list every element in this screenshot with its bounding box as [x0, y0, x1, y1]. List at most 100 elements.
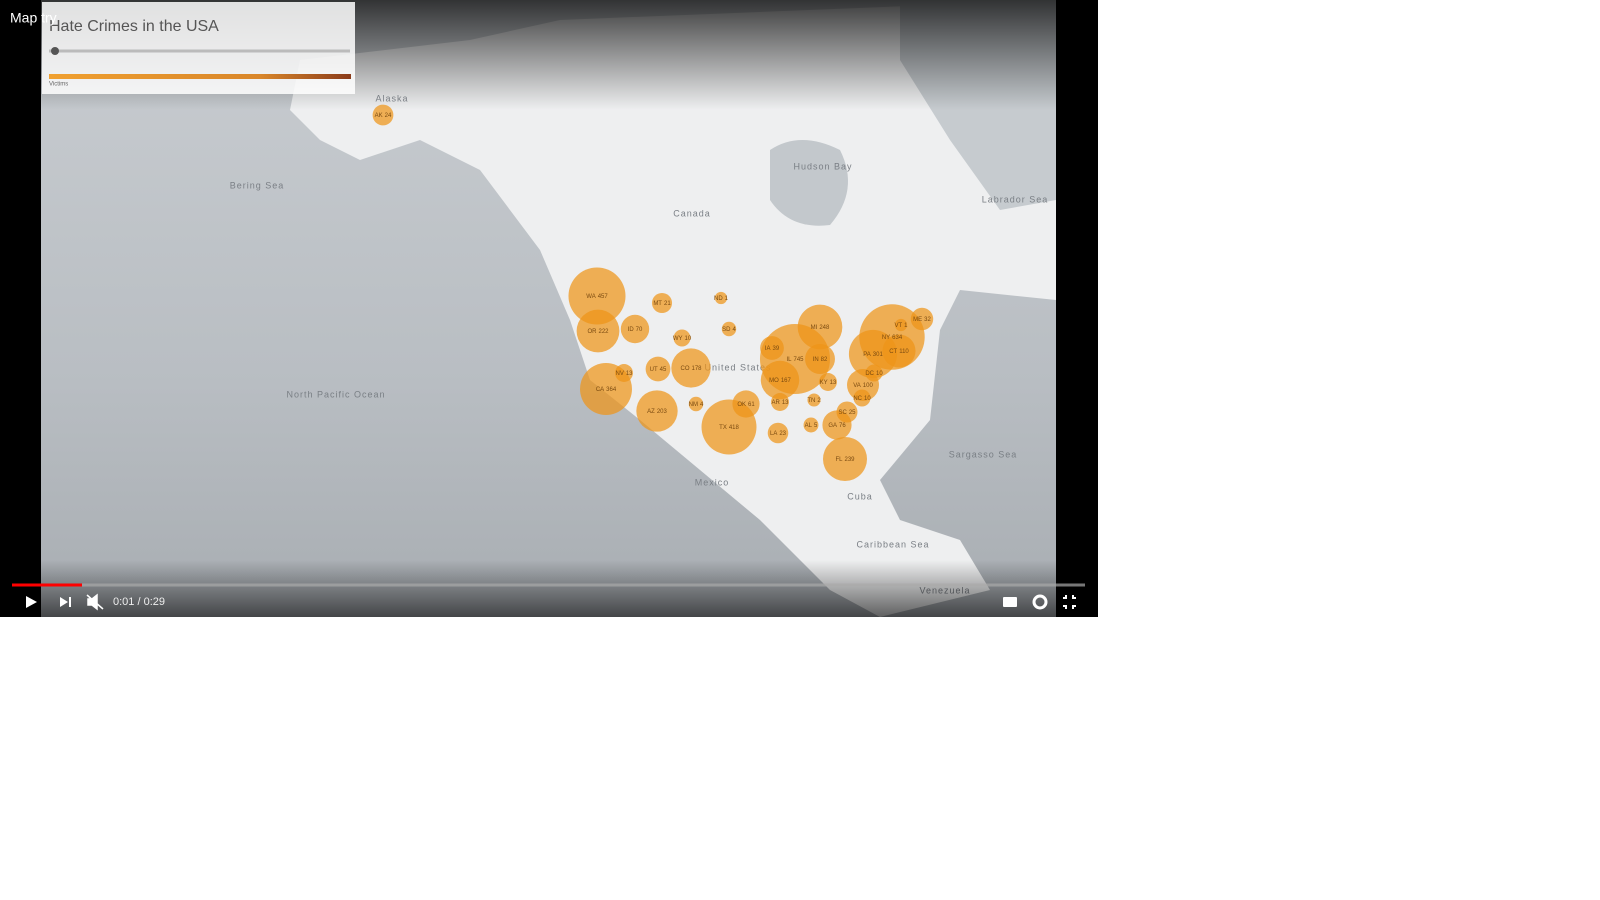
map-title: Hate Crimes in the USA: [49, 18, 219, 35]
victim-count: 39: [772, 346, 779, 352]
bubble: [760, 360, 800, 400]
place-labels: Bering Sea North Pacific Ocean Hudson Bay C…: [230, 93, 1049, 595]
state-code: SC: [838, 410, 847, 416]
state-code: WY: [673, 336, 683, 342]
state-code: AK: [375, 113, 383, 119]
bubble-label: AR 13: [771, 400, 789, 406]
bubble-label: NY 634: [882, 335, 903, 341]
bubble: [797, 304, 843, 350]
state-code: VT: [894, 323, 902, 329]
bubble-label: SC 25: [838, 410, 856, 416]
victim-count: 178: [691, 366, 702, 372]
victim-count: 70: [636, 327, 643, 333]
bubble-label: AL 5: [805, 423, 818, 429]
victim-count: 4: [733, 327, 737, 333]
state-code: NY: [882, 335, 890, 341]
play-button[interactable]: [26, 596, 37, 608]
bubble: [803, 417, 819, 433]
state-code: AZ: [647, 409, 655, 415]
state-code: VA: [853, 383, 861, 389]
bubble: [671, 348, 711, 388]
bubble-label: TX 418: [719, 425, 739, 431]
visual-panel: [42, 2, 355, 94]
state-code: GA: [828, 423, 837, 429]
bubble-label: CA 364: [596, 387, 617, 393]
bubble-label: TN 2: [807, 398, 821, 404]
bubble-label: MO 167: [769, 378, 791, 384]
state-code: ID: [628, 327, 635, 333]
place-label: Sargasso Sea: [949, 449, 1018, 459]
bubble-label: OR 222: [587, 329, 609, 335]
video-player: Victims Hate Crimes in the USA Map try B…: [0, 0, 1098, 617]
state-code: KY: [820, 380, 828, 386]
victim-count: 24: [385, 113, 392, 119]
mute-button[interactable]: [86, 593, 104, 611]
bubble: [767, 422, 789, 444]
bubble-label: NC 10: [853, 396, 871, 402]
state-code: ND: [714, 296, 723, 302]
state-code: IL: [786, 357, 792, 363]
victim-count: 5: [814, 423, 818, 429]
video-title: Map try: [10, 10, 57, 26]
state-code: FL: [835, 457, 843, 463]
victim-count: 457: [598, 294, 609, 300]
bubble-label: WA 457: [586, 294, 608, 300]
victim-count: 13: [830, 380, 837, 386]
bubble: [701, 399, 757, 455]
state-code: DC: [865, 371, 874, 377]
bubble-label: MT 21: [653, 301, 671, 307]
bubble: [807, 393, 821, 407]
state-code: TN: [807, 398, 815, 404]
place-label: Labrador Sea: [982, 194, 1049, 204]
bubble-label: CT 110: [889, 349, 909, 355]
state-code: ME: [913, 317, 922, 323]
bubble: [805, 344, 835, 374]
captions-button[interactable]: [1003, 597, 1017, 607]
place-label: Mexico: [695, 477, 730, 487]
bubble: [819, 373, 837, 391]
bubble: [882, 334, 916, 368]
slider-thumb[interactable]: [51, 47, 59, 55]
victim-count: 25: [849, 410, 856, 416]
bubble: [721, 321, 737, 337]
victim-count: 239: [845, 457, 856, 463]
victim-count: 167: [781, 378, 792, 384]
bubble: [714, 291, 728, 305]
victim-count: 23: [779, 431, 786, 437]
state-code: AR: [771, 400, 780, 406]
state-code: CO: [680, 366, 689, 372]
bubble-label: ND 1: [714, 296, 729, 302]
place-label: United States: [704, 362, 771, 372]
bottom-shade: [0, 560, 1098, 617]
bubble: [568, 267, 626, 325]
bubble-label: FL 239: [835, 457, 855, 463]
state-code: CT: [889, 349, 897, 355]
victim-count: 100: [863, 383, 874, 389]
state-code: UT: [650, 367, 658, 373]
state-code: SD: [722, 327, 731, 333]
bubble-label: NV 13: [615, 371, 633, 377]
next-button[interactable]: [60, 597, 71, 607]
victim-count: 82: [821, 357, 828, 363]
bubble: [576, 309, 620, 353]
bubble: [822, 436, 868, 482]
victim-count: 10: [876, 371, 883, 377]
bubble-label: ME 32: [913, 317, 931, 323]
fullscreen-exit-button[interactable]: [1063, 595, 1076, 609]
bubble-label: VA 100: [853, 383, 873, 389]
bubble: [894, 318, 908, 332]
state-code: MT: [653, 301, 662, 307]
settings-button[interactable]: [1032, 594, 1048, 610]
place-label: North Pacific Ocean: [286, 389, 385, 399]
state-code: OK: [737, 402, 746, 408]
time-display: 0:01 / 0:29: [113, 596, 165, 608]
victim-count: 32: [924, 317, 931, 323]
bubble: [771, 393, 789, 411]
state-code: WA: [586, 294, 595, 300]
place-label: Canada: [673, 208, 711, 218]
victim-count: 2: [817, 398, 821, 404]
victim-count: 418: [729, 425, 740, 431]
legend-label: Victims: [49, 82, 68, 88]
place-label: Cuba: [847, 491, 873, 501]
